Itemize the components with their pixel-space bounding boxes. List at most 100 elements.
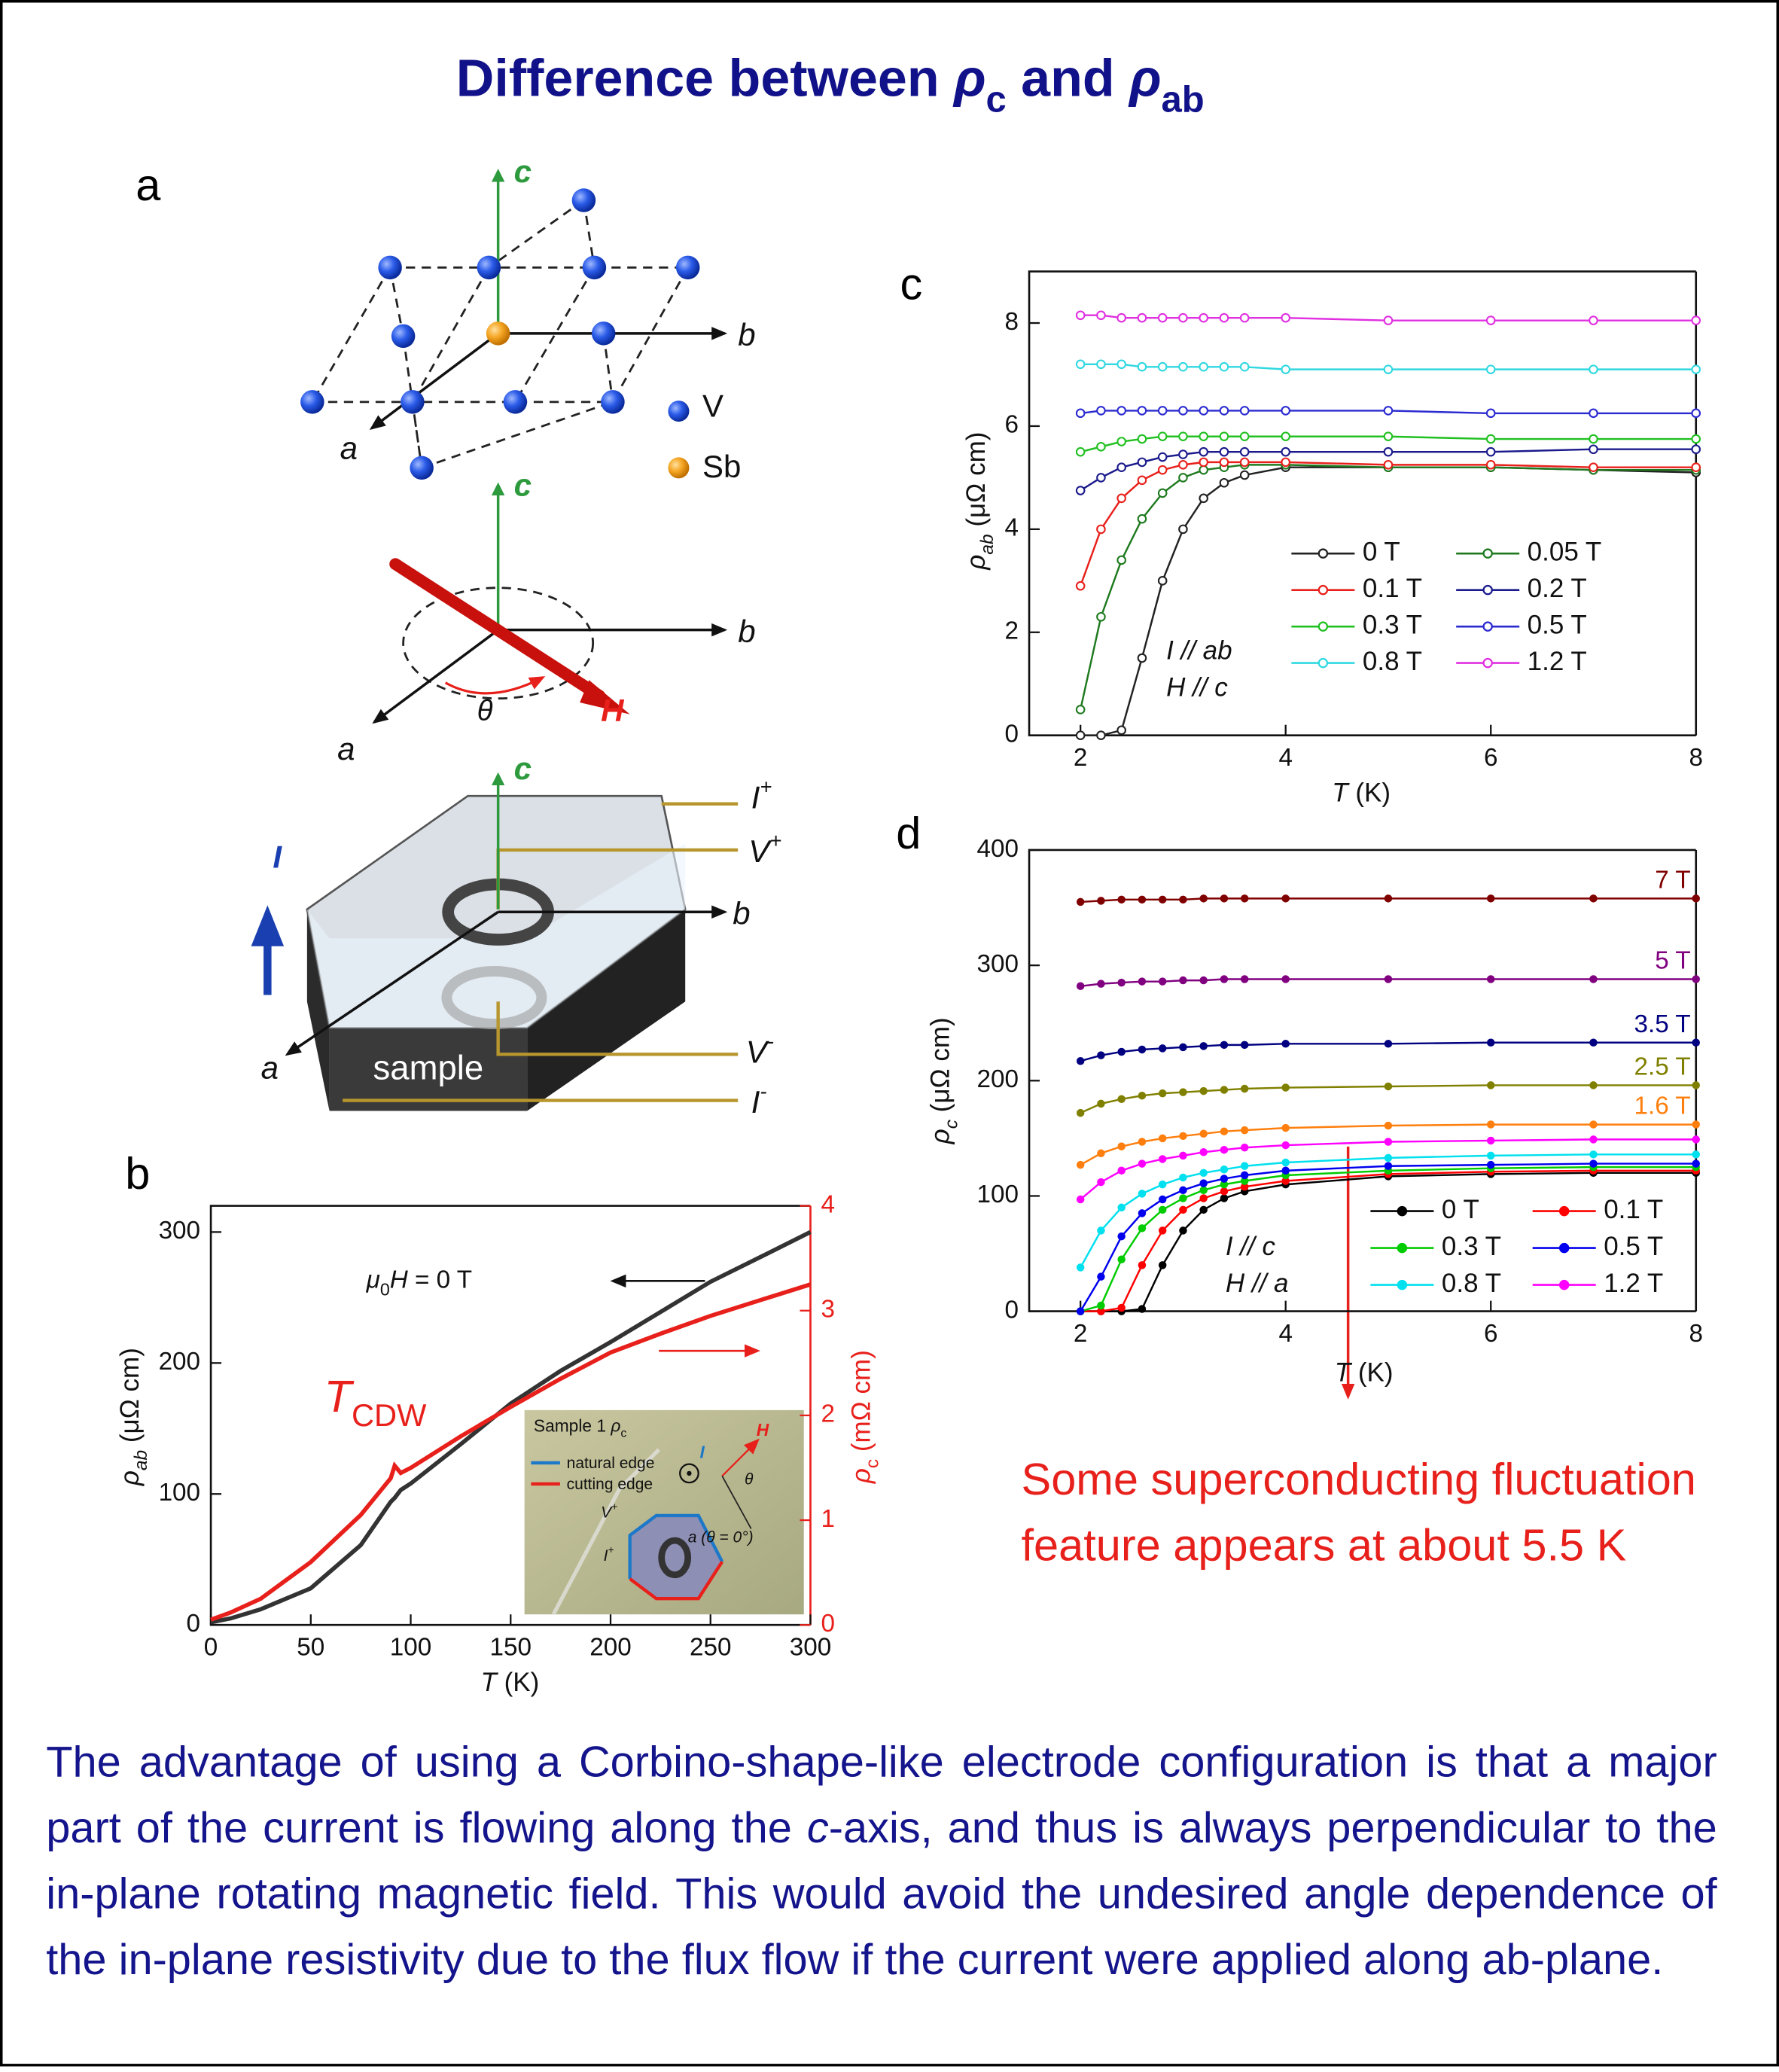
- y-tick-label: 0: [1005, 720, 1019, 748]
- data-point: [1075, 446, 1086, 457]
- data-point: [1240, 1041, 1249, 1050]
- data-point: [1179, 1088, 1187, 1096]
- data-point: [1117, 1047, 1126, 1056]
- text-part: (mΩ cm): [847, 1350, 876, 1459]
- data-point: [1692, 1120, 1700, 1129]
- text-part: c: [862, 1459, 882, 1468]
- data-point: [1158, 1155, 1167, 1163]
- data-point: [1199, 1148, 1208, 1156]
- inset-title: Sample 1 ρc: [534, 1416, 626, 1440]
- sample-inner: [306, 843, 686, 1028]
- x-tick-label: 6: [1484, 1320, 1498, 1348]
- y-axis-label: ρc (μΩ cm): [926, 1017, 962, 1144]
- y2-axis-label: ρc (mΩ cm): [847, 1350, 883, 1484]
- data-point: [1220, 1165, 1229, 1174]
- sample-label: sample: [373, 1048, 484, 1086]
- data-point: [1384, 1153, 1393, 1162]
- legend-label: 0.3 T: [1442, 1232, 1501, 1261]
- data-point: [1589, 1038, 1598, 1047]
- data-point: [1199, 1169, 1208, 1178]
- atom-sb: [486, 321, 510, 346]
- data-point: [1219, 457, 1229, 468]
- data-point: [1219, 431, 1229, 441]
- text-part: V: [601, 1504, 613, 1521]
- data-point: [1138, 1190, 1147, 1198]
- annotation: H // a: [1226, 1269, 1289, 1298]
- inset-axis-line: [721, 1475, 752, 1529]
- data-point: [1691, 462, 1701, 473]
- annotation: H // c: [1166, 673, 1228, 702]
- plot-frame: [1028, 849, 1696, 1312]
- text-part: (μΩ cm): [926, 1017, 955, 1120]
- data-point: [1116, 437, 1126, 446]
- legend-marker: [1317, 548, 1329, 559]
- y-axis-label: ρab (μΩ cm): [115, 1348, 151, 1486]
- y-tick-label: 0: [1005, 1296, 1019, 1324]
- atom-v: [591, 321, 616, 346]
- photo-ring: [658, 1537, 692, 1579]
- field-arrow: [389, 558, 606, 702]
- text-part: = 0 T: [408, 1266, 472, 1293]
- data-point: [1199, 894, 1208, 903]
- lead-label: I-: [751, 1080, 767, 1120]
- current-label: I: [273, 839, 282, 874]
- text-part: T: [324, 1371, 355, 1421]
- axis-label: c: [514, 154, 532, 189]
- data-point: [1240, 1162, 1249, 1170]
- data-point: [1199, 465, 1208, 475]
- text-part: I: [604, 1547, 608, 1565]
- inset-label: V+: [601, 1501, 617, 1521]
- data-point: [1158, 1134, 1167, 1143]
- current-arrow: [251, 905, 285, 995]
- body-text: -axis, and thus is always perpendicular …: [46, 1802, 1717, 1984]
- data-point: [1097, 1051, 1105, 1059]
- data-point: [1220, 1175, 1229, 1183]
- atoms: [300, 188, 700, 480]
- data-point: [1220, 1127, 1229, 1135]
- series-label: 5 T: [1655, 947, 1690, 975]
- x-tick-label: 0: [204, 1633, 218, 1661]
- text-part: ρ: [952, 48, 985, 107]
- data-point: [1138, 1305, 1147, 1313]
- data-point: [1485, 446, 1496, 457]
- data-point: [1692, 975, 1700, 983]
- text-part: (K): [1348, 779, 1391, 808]
- data-point: [1281, 364, 1290, 374]
- text-part: (μΩ cm): [115, 1348, 145, 1450]
- series-line: [1080, 1162, 1696, 1312]
- data-point: [1075, 730, 1086, 741]
- panel-label: d: [896, 808, 921, 858]
- angle-arc: [444, 676, 546, 695]
- data-point: [1157, 488, 1168, 498]
- data-point: [1199, 1042, 1208, 1050]
- data-point: [1219, 312, 1229, 323]
- data-point: [1076, 1263, 1085, 1272]
- data-point: [1240, 1126, 1249, 1135]
- axis-label: a: [340, 431, 358, 466]
- data-point: [1076, 1195, 1085, 1204]
- text-part: c: [941, 1120, 961, 1129]
- data-point: [1240, 1143, 1249, 1152]
- angle-label: θ: [477, 695, 493, 727]
- data-point: [1384, 1040, 1393, 1048]
- data-point: [1220, 894, 1229, 903]
- series-line: [1079, 461, 1696, 587]
- data-point: [1075, 486, 1086, 495]
- annotation: TCDW: [324, 1371, 428, 1433]
- data-point: [1384, 1121, 1393, 1130]
- data-point: [1383, 315, 1394, 325]
- data-point: [1076, 1108, 1085, 1117]
- data-point: [1281, 1166, 1290, 1175]
- text-part: μ: [366, 1266, 380, 1293]
- x-tick-label: 4: [1278, 1320, 1293, 1348]
- x-tick-label: 2: [1074, 1320, 1088, 1348]
- data-point: [1137, 361, 1147, 372]
- inset-label: a (θ = 0°): [688, 1528, 754, 1546]
- data-point: [1589, 315, 1598, 325]
- data-point: [1179, 1205, 1187, 1214]
- y2-tick-label: 0: [821, 1610, 835, 1638]
- text-part: V: [746, 1034, 770, 1069]
- y-tick-label: 0: [187, 1610, 201, 1638]
- text-part: 0: [380, 1280, 390, 1300]
